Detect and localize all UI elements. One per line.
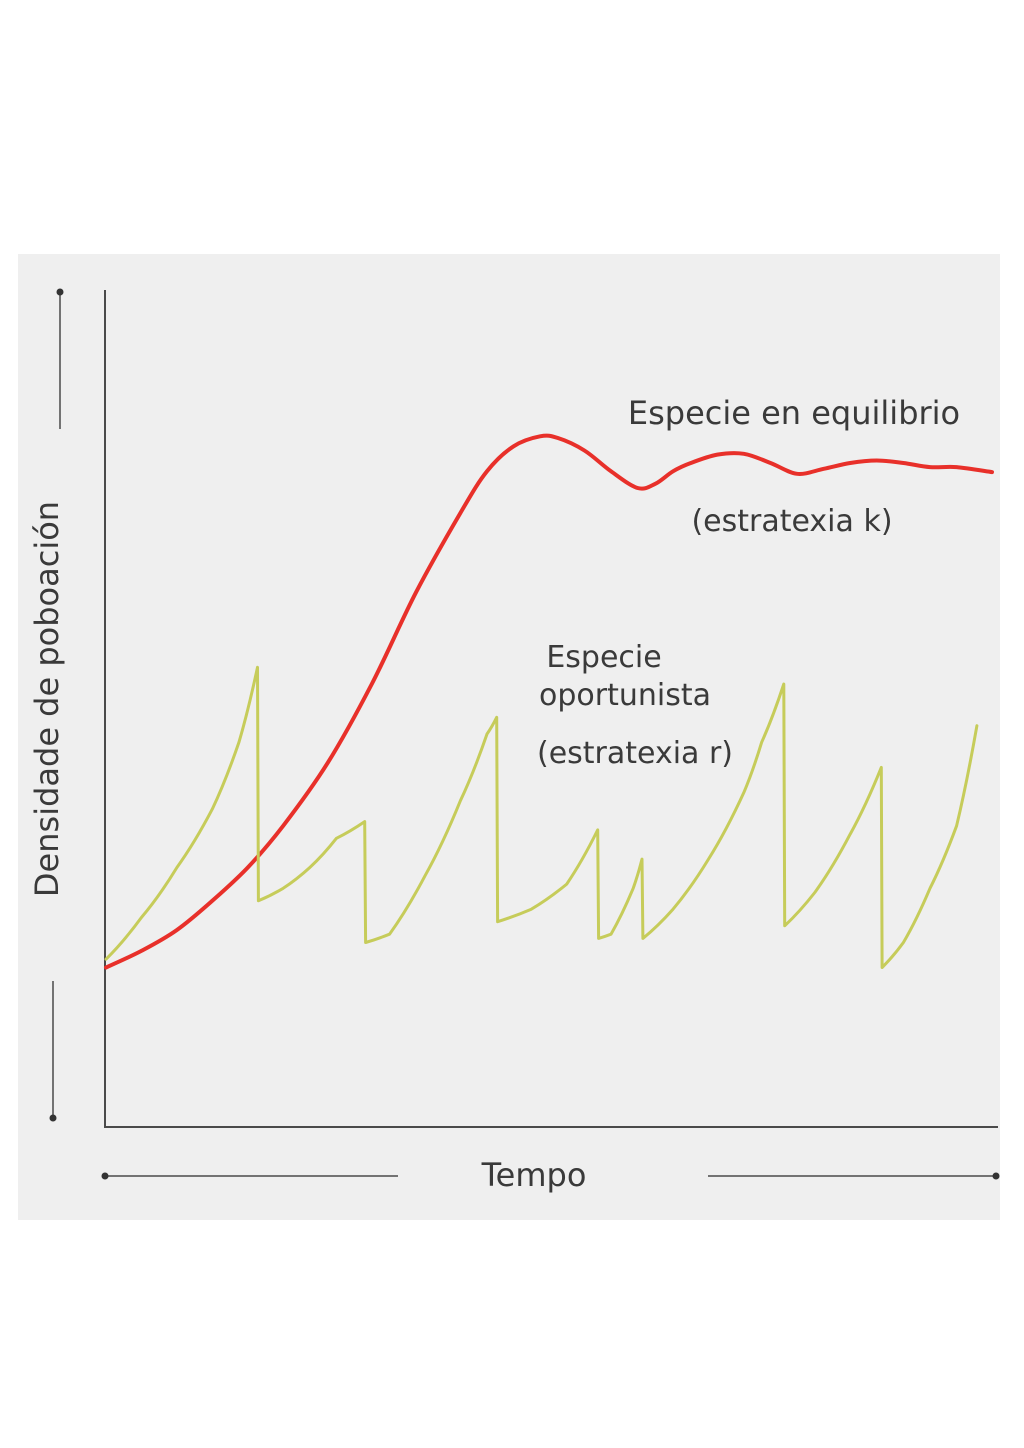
series-label-equilibrium-name: Especie en equilibrio: [628, 394, 960, 432]
series-label-equilibrium-strategy: (estratexia k): [691, 504, 892, 539]
y-label-dot-bottom: [49, 1114, 57, 1122]
series-label-opportunist-name: Especie: [546, 640, 661, 675]
y-axis-label: Densidade de poboación: [28, 501, 66, 897]
series-line-equilibrium: [104, 433, 994, 970]
y-label-dot-top: [56, 288, 64, 296]
x-axis-label: Tempo: [481, 1156, 587, 1194]
series-label-opportunist-strategy: (estratexia r): [537, 736, 733, 771]
chart-figure: Tempo Densidade de poboación Especie en …: [18, 254, 1000, 1220]
x-label-dot-left: [101, 1172, 109, 1180]
x-label-dot-right: [992, 1172, 1000, 1180]
series-line-opportunist: [104, 665, 979, 969]
series-label-opportunist-name-2: oportunista: [539, 678, 711, 713]
chart-svg: Tempo Densidade de poboación Especie en …: [28, 288, 1000, 1194]
